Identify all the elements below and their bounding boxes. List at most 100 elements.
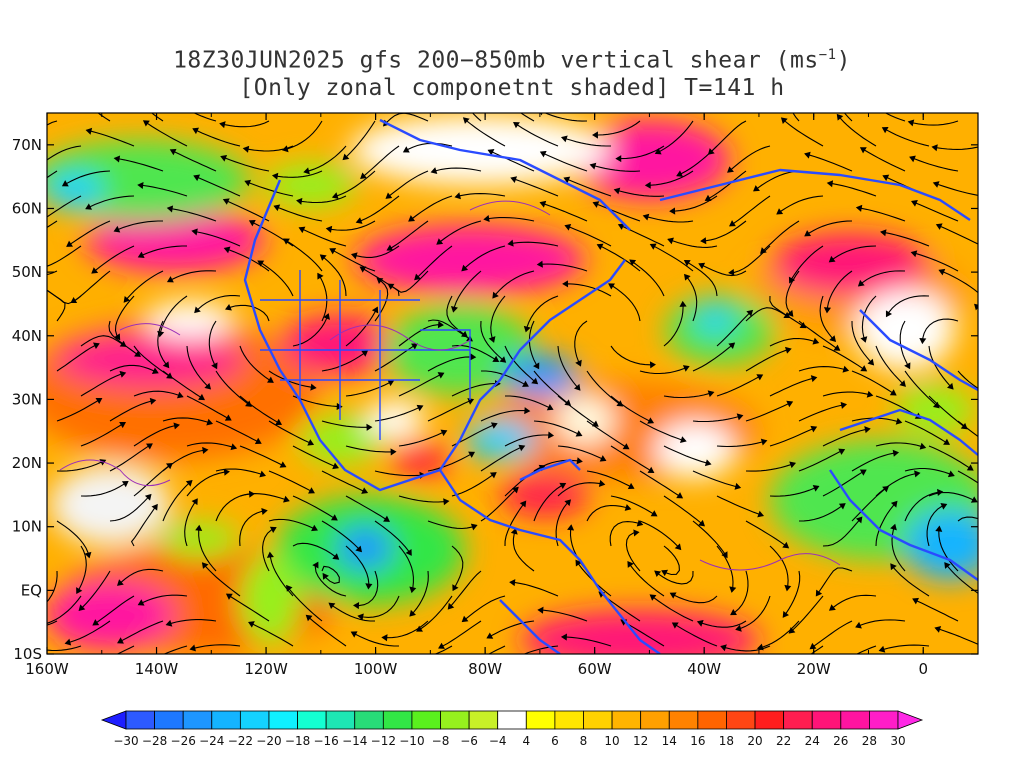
streamline-arrow	[128, 86, 132, 91]
colorbar-label: −16	[313, 734, 338, 748]
colorbar-label: −22	[228, 734, 253, 748]
streamline-arrow	[171, 100, 176, 105]
colorbar-swatch	[726, 711, 755, 729]
streamline-arrow	[831, 664, 836, 669]
colorbar-label: −28	[142, 734, 167, 748]
colorbar-label: 4	[522, 734, 530, 748]
colorbar-swatch	[841, 711, 870, 729]
colorbar-label: −14	[342, 734, 367, 748]
colorbar-label: 28	[862, 734, 877, 748]
lat-tick-label: EQ	[21, 581, 42, 599]
streamline-arrow	[497, 89, 502, 94]
streamline-arrow	[994, 395, 999, 400]
colorbar-label: 10	[604, 734, 619, 748]
colorbar-swatch	[441, 711, 470, 729]
colorbar-swatch	[383, 711, 412, 729]
colorbar-label: 16	[690, 734, 705, 748]
streamline-arrow	[863, 95, 868, 100]
colorbar-swatch	[641, 711, 670, 729]
streamline-arrow	[88, 661, 93, 666]
streamline-arrow	[997, 548, 1002, 553]
streamline-arrow	[41, 286, 46, 291]
colorbar-label: 6	[551, 734, 559, 748]
lat-tick-label: 10S	[13, 645, 42, 663]
streamline-arrow	[975, 305, 980, 310]
streamline-arrow	[76, 85, 81, 90]
colorbar-label: 18	[719, 734, 734, 748]
lon-tick-label: 0	[918, 660, 928, 678]
colorbar-swatch	[526, 711, 555, 729]
colorbar-label: −24	[199, 734, 224, 748]
streamline-arrow	[995, 494, 1000, 499]
colorbar-label: −30	[113, 734, 138, 748]
streamline-arrow	[830, 77, 835, 82]
colorbar-under-arrow	[102, 711, 126, 729]
colorbar-swatch	[669, 711, 698, 729]
streamline-arrow	[997, 530, 1002, 535]
colorbar-swatch	[812, 711, 841, 729]
lat-tick-label: 60N	[12, 199, 42, 217]
lat-tick-label: 40N	[12, 327, 42, 345]
colorbar-swatch	[784, 711, 813, 729]
colorbar-label: −4	[489, 734, 507, 748]
lon-tick-label: 60W	[578, 660, 612, 678]
colorbar-swatch	[583, 711, 612, 729]
colorbar-swatch	[555, 711, 584, 729]
streamline-arrow	[1015, 524, 1020, 529]
streamline-arrow	[42, 621, 47, 626]
colorbar-swatch	[183, 711, 212, 729]
colorbar-swatch	[126, 711, 155, 729]
colorbar-label: −10	[399, 734, 424, 748]
colorbar-label: −6	[460, 734, 478, 748]
lon-tick-label: 20W	[797, 660, 831, 678]
colorbar-swatch	[498, 711, 527, 729]
colorbar-swatch	[412, 711, 441, 729]
lon-tick-label: 40W	[687, 660, 721, 678]
colorbar: −30 −28 −26 −24 −22 −20 −18 −16 −14 −12 −10 −8 −6 −4 4…	[102, 711, 922, 748]
colorbar-label: −20	[256, 734, 281, 748]
streamline-arrow	[39, 218, 44, 223]
shaded-field	[9, 75, 1024, 670]
streamline	[982, 496, 1019, 529]
lon-tick-label: 100W	[354, 660, 398, 678]
colorbar-swatch	[355, 711, 384, 729]
colorbar-swatch	[612, 711, 641, 729]
lat-tick-label: 50N	[12, 263, 42, 281]
colorbar-label: 12	[633, 734, 648, 748]
colorbar-swatch	[269, 711, 298, 729]
lon-tick-label: 80W	[468, 660, 502, 678]
colorbar-swatch	[755, 711, 784, 729]
colorbar-label: 30	[890, 734, 905, 748]
streamline-arrow	[34, 608, 39, 613]
lat-tick-label: 70N	[12, 136, 42, 154]
lon-tick-label: 120W	[244, 660, 288, 678]
colorbar-label: 22	[776, 734, 791, 748]
streamline-arrow	[1018, 470, 1023, 475]
colorbar-label: 24	[805, 734, 820, 748]
colorbar-swatch	[155, 711, 184, 729]
colorbar-label: −12	[371, 734, 396, 748]
streamline-arrow	[39, 285, 44, 290]
colorbar-swatch	[698, 711, 727, 729]
streamline-arrow	[993, 446, 998, 451]
streamline	[982, 446, 1023, 475]
colorbar-label: 14	[662, 734, 677, 748]
colorbar-label: 26	[833, 734, 848, 748]
lat-tick-label: 20N	[12, 454, 42, 472]
lat-tick-label: 10N	[12, 518, 42, 536]
streamline-arrow	[779, 665, 784, 670]
streamline-arrow	[460, 664, 465, 669]
colorbar-swatch	[869, 711, 898, 729]
colorbar-label: −18	[285, 734, 310, 748]
colorbar-over-arrow	[898, 711, 922, 729]
streamline-arrow	[9, 621, 14, 626]
colorbar-swatch	[240, 711, 269, 729]
colorbar-swatch	[326, 711, 355, 729]
colorbar-swatch	[469, 711, 498, 729]
colorbar-label: 8	[580, 734, 588, 748]
streamline	[978, 532, 1001, 553]
streamline-arrow	[12, 238, 17, 243]
streamline	[982, 396, 1024, 414]
lat-tick-label: 30N	[12, 390, 42, 408]
